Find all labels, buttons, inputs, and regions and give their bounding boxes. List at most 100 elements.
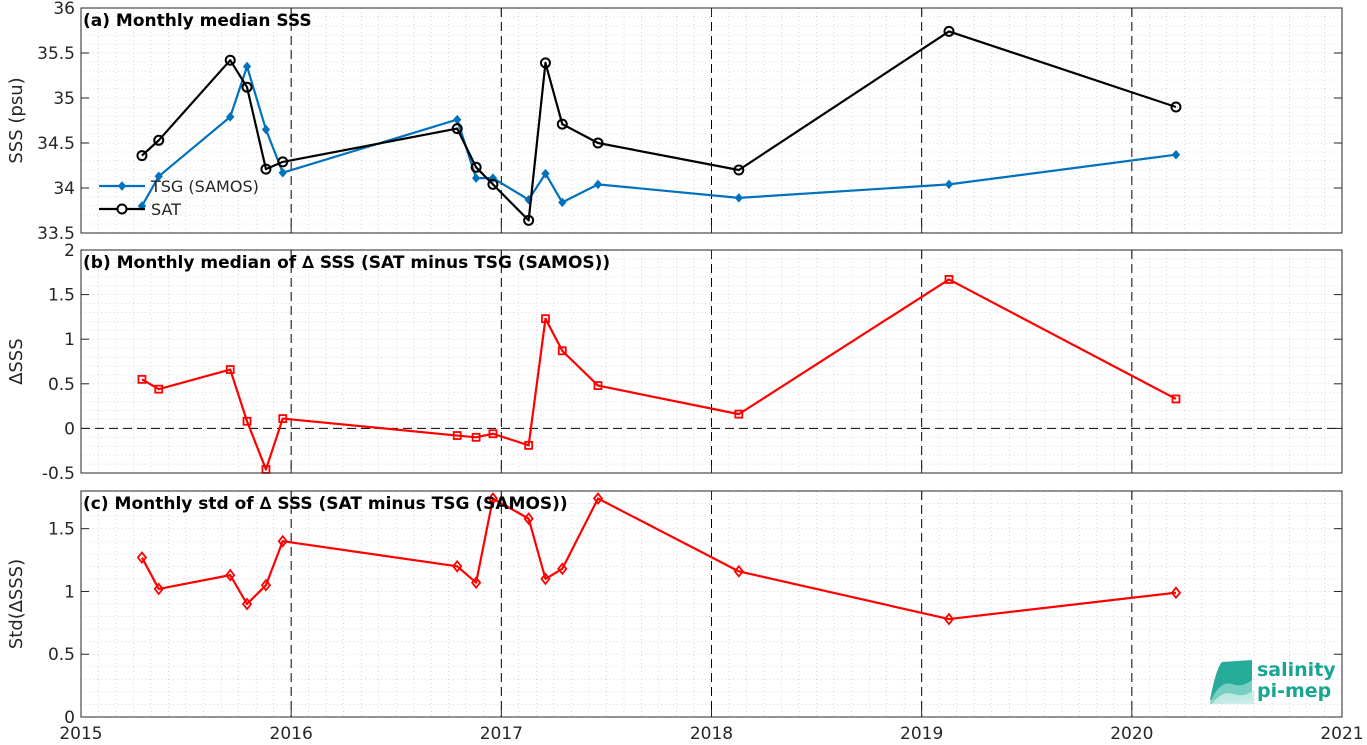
data-point bbox=[242, 61, 252, 72]
data-point bbox=[943, 25, 955, 37]
data-point bbox=[487, 492, 499, 505]
data-point bbox=[241, 81, 253, 93]
data-point bbox=[488, 429, 498, 439]
y-axis-label: SSS (psu) bbox=[6, 77, 27, 163]
data-point bbox=[1171, 149, 1181, 160]
legend-label: SAT bbox=[151, 200, 181, 219]
series-line bbox=[140, 65, 1177, 207]
data-point bbox=[451, 123, 463, 135]
data-point bbox=[1170, 101, 1182, 113]
legend-item: SAT bbox=[99, 200, 181, 219]
y-tick-label: 35 bbox=[53, 89, 75, 109]
legend-label: TSG (SAMOS) bbox=[150, 177, 259, 196]
series-1 bbox=[136, 25, 1182, 226]
data-point bbox=[944, 179, 954, 190]
series-0 bbox=[136, 492, 1182, 626]
data-point bbox=[541, 168, 550, 179]
data-point bbox=[225, 568, 236, 582]
panel-c-std-delta-sss-chart: 0 0.5 1 1.5 2015 2016 2017 2018 2019 2020 2021 Std(… bbox=[6, 490, 1364, 744]
data-point bbox=[154, 171, 163, 182]
y-tick-label: 1.5 bbox=[48, 520, 75, 540]
data-point bbox=[241, 597, 253, 611]
data-point bbox=[154, 384, 164, 394]
data-point bbox=[593, 179, 603, 190]
data-point bbox=[452, 559, 463, 573]
data-point bbox=[558, 197, 567, 208]
x-tick-label: 2015 bbox=[59, 724, 102, 744]
y-tick-label: 1 bbox=[64, 582, 75, 602]
x-tick-label: 2021 bbox=[1320, 724, 1363, 744]
x-tick-label: 2016 bbox=[270, 724, 313, 744]
data-point bbox=[470, 576, 482, 590]
series-0 bbox=[137, 275, 1181, 474]
data-point bbox=[557, 562, 568, 576]
data-point bbox=[153, 134, 165, 146]
data-point bbox=[225, 365, 235, 374]
data-point bbox=[471, 173, 481, 183]
data-point bbox=[523, 214, 535, 226]
data-point bbox=[541, 314, 550, 324]
y-tick-label: 34 bbox=[53, 179, 75, 199]
y-axis-label: ∆SSS bbox=[6, 338, 27, 385]
data-point bbox=[733, 164, 745, 176]
y-tick-label: -0.5 bbox=[42, 464, 75, 484]
logo-text-line1: salinity bbox=[1257, 659, 1336, 681]
panel-title: (a) Monthly median SSS bbox=[83, 11, 312, 31]
legend: TSG (SAMOS) SAT bbox=[99, 177, 259, 219]
data-point bbox=[153, 582, 164, 596]
data-point bbox=[242, 416, 252, 426]
y-tick-label: 0.5 bbox=[48, 375, 75, 395]
legend-marker bbox=[117, 181, 127, 191]
data-point bbox=[733, 564, 744, 578]
data-point bbox=[260, 578, 272, 592]
data-point bbox=[471, 432, 481, 442]
panel-b-delta-sss-chart: -0.5 0 0.5 1 1.5 2 ∆SSS (b) Monthly median of ∆… bbox=[6, 241, 1343, 484]
y-tick-label: 1 bbox=[64, 330, 75, 350]
y-tick-label: 36 bbox=[53, 0, 75, 19]
legend-item: TSG (SAMOS) bbox=[99, 177, 259, 196]
y-tick-label: 2 bbox=[64, 241, 75, 261]
panel-a-sss-chart: 33.5 34 34.5 35 35.5 36 SSS (psu) (a) Monthly m… bbox=[6, 0, 1343, 244]
data-point bbox=[136, 150, 148, 162]
x-tick-label: 2018 bbox=[690, 724, 733, 744]
series-line bbox=[141, 30, 1177, 222]
x-tick-label: 2020 bbox=[1110, 724, 1153, 744]
data-point bbox=[523, 512, 534, 526]
data-point bbox=[593, 381, 603, 390]
data-point bbox=[261, 124, 271, 135]
data-point bbox=[592, 137, 604, 149]
data-point bbox=[557, 346, 567, 356]
y-tick-label: 0 bbox=[64, 419, 75, 439]
data-point bbox=[226, 112, 235, 122]
series-line bbox=[141, 278, 1177, 471]
y-axis-label: Std(∆SSS) bbox=[6, 559, 27, 649]
panel-title: (c) Monthly std of ∆ SSS (SAT minus TSG … bbox=[83, 494, 568, 514]
y-tick-label: 0 bbox=[64, 708, 75, 728]
data-point bbox=[277, 156, 289, 168]
y-tick-label: 35.5 bbox=[37, 44, 75, 64]
y-tick-label: 1.5 bbox=[48, 286, 75, 306]
y-tick-label: 34.5 bbox=[37, 134, 75, 154]
data-point bbox=[278, 414, 288, 423]
panel-title: (b) Monthly median of ∆ SSS (SAT minus T… bbox=[83, 253, 610, 273]
data-point bbox=[540, 572, 551, 586]
data-point bbox=[943, 612, 955, 626]
legend-marker bbox=[116, 203, 128, 215]
data-point bbox=[278, 167, 287, 178]
y-tick-label: 33.5 bbox=[37, 224, 75, 244]
data-point bbox=[1170, 586, 1182, 600]
data-point bbox=[734, 409, 744, 419]
x-tick-label: 2019 bbox=[900, 724, 943, 744]
series-0 bbox=[137, 61, 1181, 211]
data-point bbox=[734, 193, 743, 203]
data-point bbox=[277, 534, 288, 548]
data-point bbox=[137, 374, 147, 384]
data-point bbox=[1171, 394, 1181, 404]
salinity-pi-mep-logo: salinity pi-mep bbox=[1210, 659, 1336, 704]
data-point bbox=[260, 163, 272, 175]
data-point bbox=[452, 431, 462, 440]
data-point bbox=[556, 118, 568, 130]
y-tick-label: 0.5 bbox=[48, 645, 75, 665]
x-tick-label: 2017 bbox=[480, 724, 523, 744]
